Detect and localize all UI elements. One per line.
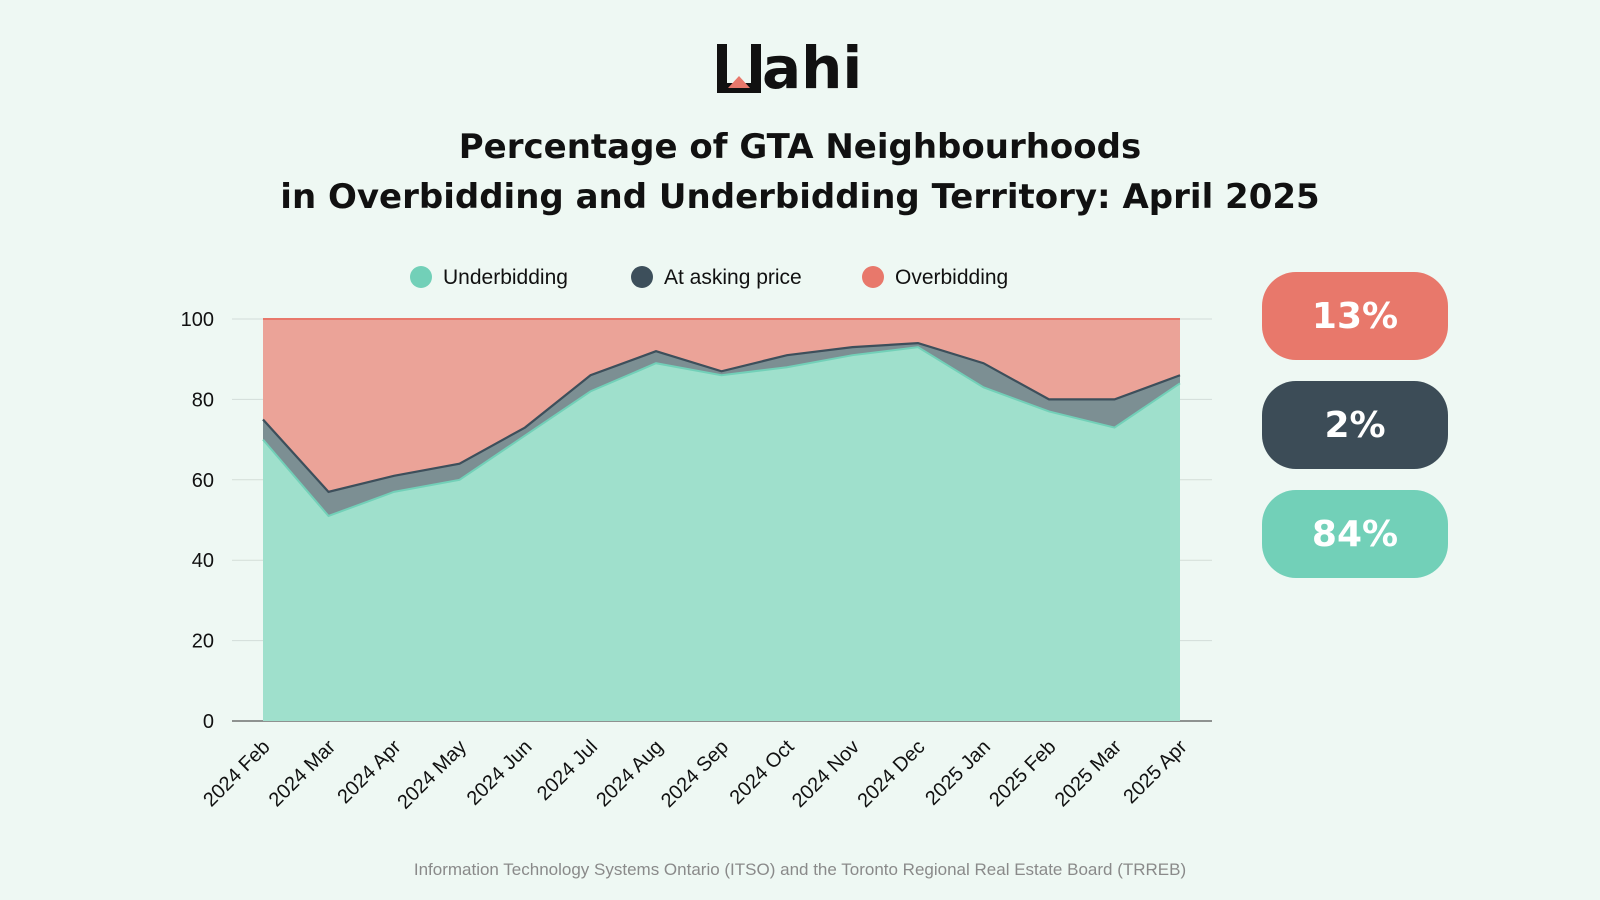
y-tick-label: 20: [192, 631, 214, 653]
x-tick-label: 2024 Aug: [592, 736, 667, 811]
y-tick-label: 100: [181, 309, 214, 331]
legend-swatch: [631, 266, 653, 288]
legend-at-asking-price: At asking price: [631, 266, 802, 289]
area-underbidding: [263, 347, 1180, 721]
overbidding-percent-badge: 13%: [1262, 272, 1448, 360]
x-tick-label: 2025 Mar: [1051, 736, 1127, 812]
legend-underbidding: Underbidding: [410, 266, 568, 289]
underbidding-percent-badge: 84%: [1262, 490, 1448, 578]
area-at-asking-price: [263, 343, 1180, 516]
y-tick-label: 0: [203, 711, 214, 733]
line-at-asking-price: [262, 342, 1181, 494]
x-tick-label: 2024 Jul: [533, 736, 602, 805]
wahi-logo: ahi: [717, 38, 862, 98]
legend-label: Underbidding: [443, 266, 568, 289]
legend-swatch: [862, 266, 884, 288]
y-tick-label: 40: [192, 550, 214, 572]
chart-title-line-2: in Overbidding and Underbidding Territor…: [280, 177, 1320, 217]
legend-label: At asking price: [664, 266, 802, 289]
legend-label: Overbidding: [895, 266, 1008, 289]
x-tick-label: 2025 Apr: [1119, 736, 1191, 808]
chart-title-line-1: Percentage of GTA Neighbourhoods: [458, 127, 1142, 167]
y-axis: 0 20 40 60 80 100: [181, 309, 214, 733]
chart-areas: [262, 318, 1181, 721]
x-tick-label: 2024 Feb: [199, 736, 274, 811]
at-asking-percent-badge: 2%: [1262, 381, 1448, 469]
x-tick-label: 2024 Mar: [265, 736, 341, 812]
y-tick-label: 60: [192, 470, 214, 492]
x-tick-label: 2024 May: [393, 736, 471, 814]
legend-overbidding: Overbidding: [862, 266, 1008, 289]
area-overbidding: [263, 319, 1180, 492]
x-tick-label: 2025 Feb: [985, 736, 1060, 811]
chart-legend: Underbidding At asking price Overbidding: [410, 266, 1008, 289]
source-note: Information Technology Systems Ontario (…: [413, 860, 1187, 879]
x-tick-label: 2024 Nov: [788, 736, 864, 812]
x-tick-label: 2024 Sep: [657, 736, 733, 812]
x-tick-label: 2024 Dec: [853, 736, 929, 812]
line-underbidding: [262, 346, 1181, 518]
chart-title: Percentage of GTA Neighbourhoods in Over…: [0, 122, 1600, 222]
x-tick-label: 2024 Jun: [463, 736, 537, 810]
legend-swatch: [410, 266, 432, 288]
x-tick-label: 2025 Jan: [921, 736, 995, 810]
x-tick-label: 2024 Oct: [726, 736, 799, 809]
y-tick-label: 80: [192, 389, 214, 411]
svg-text:ahi: ahi: [762, 38, 862, 98]
stacked-area-chart: Underbidding At asking price Overbidding 0…: [181, 266, 1212, 814]
